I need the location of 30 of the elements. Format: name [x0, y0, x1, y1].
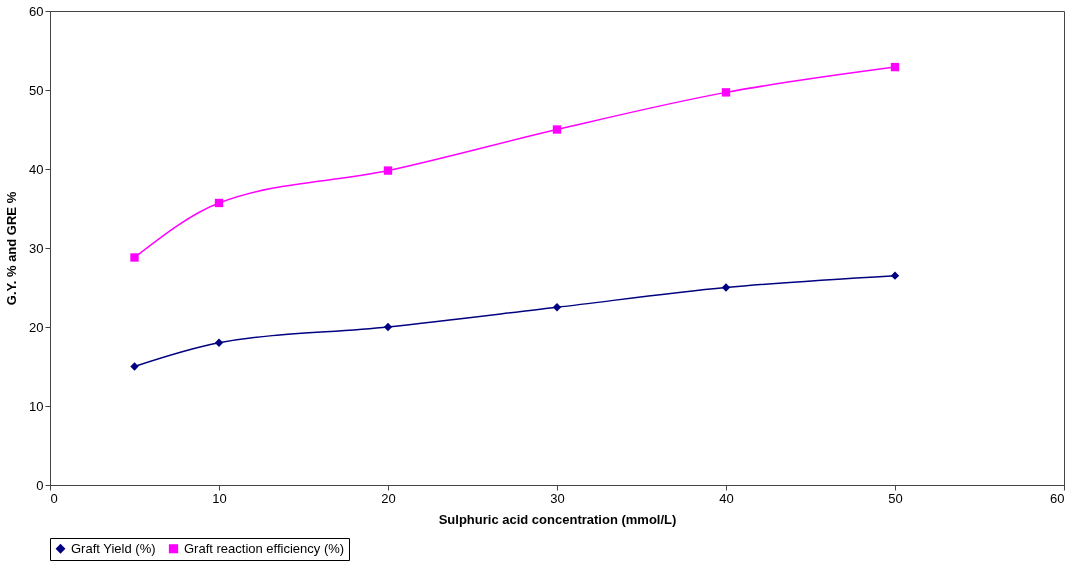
point — [552, 125, 562, 134]
x-tick-label: 60 — [1050, 490, 1065, 506]
y-axis-title: G.Y. % and GRE % — [4, 191, 20, 306]
y-tick-label: 10 — [29, 398, 44, 414]
x-tick-label: 0 — [50, 490, 58, 506]
point — [383, 322, 393, 332]
y-tick-label: 60 — [29, 3, 44, 19]
point — [721, 283, 731, 292]
point — [890, 62, 900, 72]
point — [214, 338, 224, 347]
legend-label: Graft reaction efficiency (%) — [184, 540, 345, 556]
x-tick-label: 30 — [550, 490, 565, 506]
point — [721, 88, 731, 97]
point — [383, 166, 393, 175]
y-tick-label: 30 — [29, 240, 44, 256]
legend-label: Graft Yield (%) — [71, 540, 156, 556]
y-tick-label: 40 — [29, 161, 44, 177]
x-tick-label: 10 — [212, 490, 227, 506]
point — [890, 271, 900, 280]
x-tick-label: 40 — [719, 490, 734, 506]
y-tick-label: 20 — [29, 319, 44, 335]
point — [552, 303, 562, 312]
y-tick-label: 0 — [36, 477, 44, 493]
x-axis-title: Sulphuric acid concentration (mmol/L) — [438, 511, 677, 527]
point — [130, 253, 139, 262]
x-tick-label: 50 — [888, 490, 903, 506]
point — [130, 362, 139, 371]
x-tick-label: 20 — [381, 490, 396, 506]
y-tick-label: 50 — [29, 82, 44, 98]
point — [214, 198, 224, 208]
